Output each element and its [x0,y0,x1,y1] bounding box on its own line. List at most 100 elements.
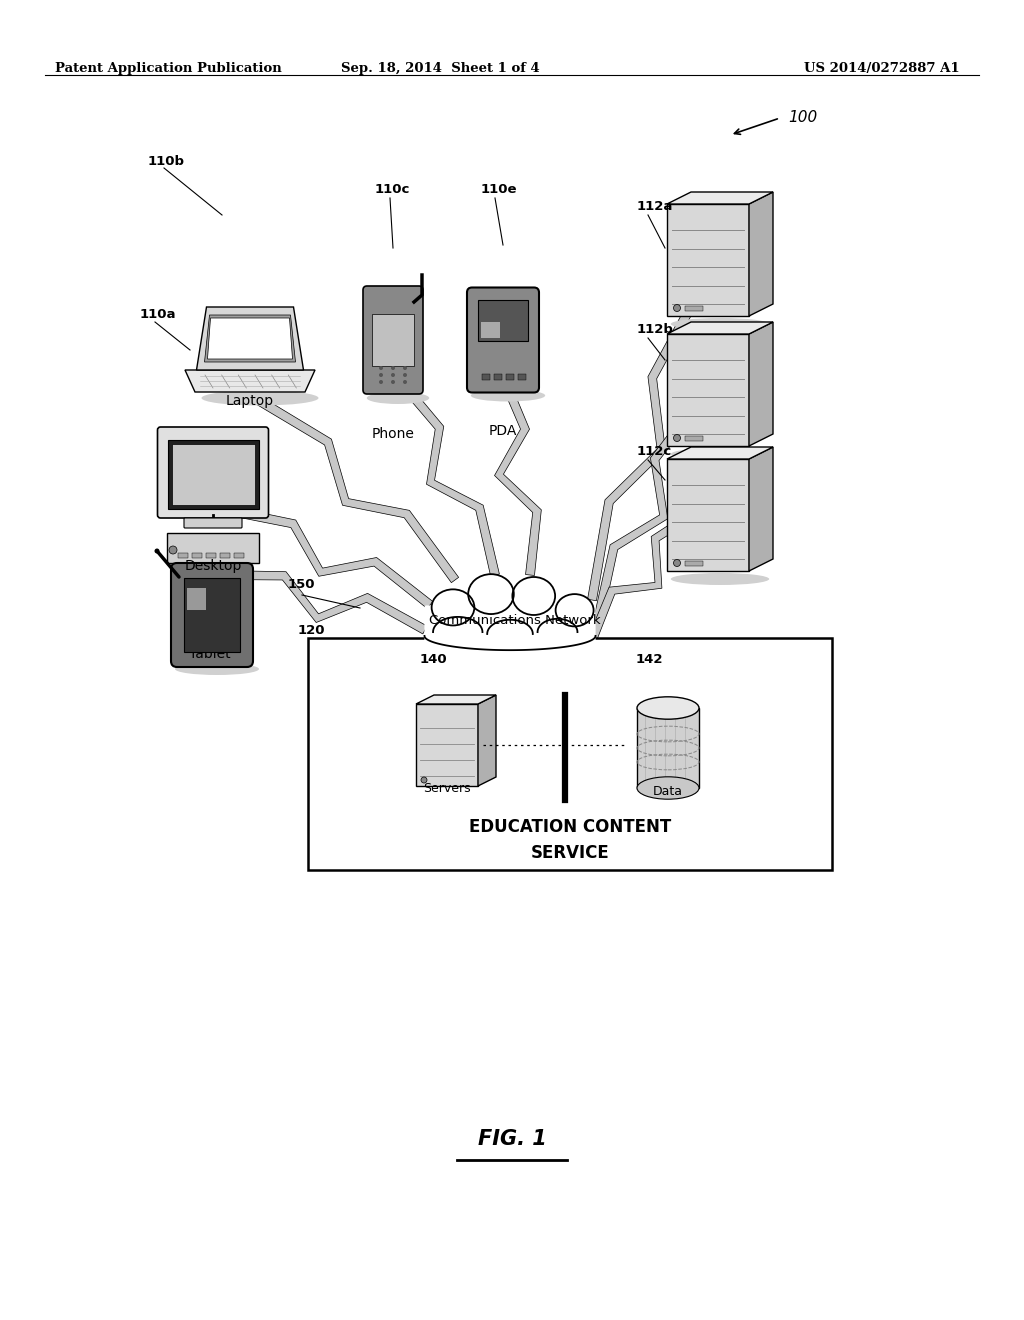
Polygon shape [416,704,478,785]
Circle shape [403,366,407,370]
Circle shape [403,374,407,378]
Polygon shape [391,372,500,576]
Circle shape [391,374,395,378]
Ellipse shape [637,776,699,799]
Polygon shape [588,506,702,642]
Polygon shape [197,308,303,370]
FancyBboxPatch shape [184,578,240,652]
Circle shape [379,366,383,370]
Bar [685,306,703,312]
Circle shape [379,374,383,378]
FancyBboxPatch shape [184,517,242,528]
Ellipse shape [671,447,769,459]
Ellipse shape [367,392,429,404]
Circle shape [421,777,427,783]
Text: Data: Data [653,785,683,799]
Polygon shape [205,315,296,362]
Bar [220,553,230,558]
FancyBboxPatch shape [481,322,500,338]
Circle shape [674,305,681,312]
FancyBboxPatch shape [171,564,253,667]
FancyBboxPatch shape [168,440,258,510]
Text: Communications Network: Communications Network [429,614,601,627]
Circle shape [391,366,395,370]
Polygon shape [478,696,496,785]
Text: Tablet: Tablet [189,647,230,661]
Text: 110c: 110c [375,183,411,195]
Circle shape [391,380,395,384]
Text: 142: 142 [636,653,664,667]
Bar [518,374,526,380]
Text: Sep. 18, 2014  Sheet 1 of 4: Sep. 18, 2014 Sheet 1 of 4 [341,62,540,75]
Polygon shape [667,447,773,459]
FancyBboxPatch shape [167,533,259,564]
Ellipse shape [202,391,318,405]
Ellipse shape [637,697,699,719]
Bar [494,374,502,380]
Ellipse shape [556,594,594,627]
Polygon shape [208,318,293,359]
Polygon shape [495,368,542,576]
Text: 110d: 110d [200,579,237,593]
Polygon shape [218,570,427,634]
Bar [193,553,202,558]
Polygon shape [749,191,773,315]
FancyBboxPatch shape [171,444,255,506]
Bar [234,553,244,558]
Polygon shape [185,370,315,392]
Polygon shape [667,459,749,572]
Circle shape [155,549,160,553]
Text: EDUCATION CONTENT
SERVICE: EDUCATION CONTENT SERVICE [469,818,671,862]
Bar [637,708,699,788]
Text: FIG. 1: FIG. 1 [477,1129,547,1148]
Bar [482,374,490,380]
Bar [685,561,703,566]
Polygon shape [667,205,749,315]
FancyBboxPatch shape [424,606,596,645]
Polygon shape [749,322,773,446]
Text: 112a: 112a [637,201,674,213]
Polygon shape [749,447,773,572]
Text: 110a: 110a [140,308,176,321]
Text: Patent Application Publication: Patent Application Publication [55,62,282,75]
Bar [178,553,188,558]
Polygon shape [588,288,703,601]
Polygon shape [667,322,773,334]
Polygon shape [667,191,773,205]
Text: Desktop: Desktop [184,558,242,573]
Ellipse shape [445,599,498,640]
Text: 100: 100 [788,111,817,125]
Text: 110e: 110e [481,183,517,195]
Ellipse shape [671,573,769,585]
Text: 112c: 112c [637,445,672,458]
Polygon shape [256,396,459,582]
FancyBboxPatch shape [478,300,528,341]
Text: Phone: Phone [372,426,415,441]
Text: Servers: Servers [423,781,471,795]
Bar [506,374,514,380]
Bar [685,436,703,441]
Text: 120: 120 [298,624,326,638]
Text: 140: 140 [420,653,447,667]
Ellipse shape [471,389,545,401]
Circle shape [403,380,407,384]
Ellipse shape [432,589,474,626]
FancyBboxPatch shape [362,286,423,393]
Circle shape [379,380,383,384]
Text: Laptop: Laptop [226,393,274,408]
FancyBboxPatch shape [187,589,206,610]
Ellipse shape [175,663,259,675]
Text: 112b: 112b [637,323,674,337]
Bar [206,553,216,558]
Polygon shape [416,696,496,704]
Text: PDA: PDA [488,424,517,438]
Polygon shape [224,506,433,609]
Polygon shape [667,334,749,446]
Text: 150: 150 [288,578,315,591]
Ellipse shape [671,318,769,330]
Ellipse shape [541,605,584,640]
FancyBboxPatch shape [158,426,268,517]
Circle shape [674,434,681,441]
Polygon shape [594,397,703,620]
Ellipse shape [512,577,555,615]
